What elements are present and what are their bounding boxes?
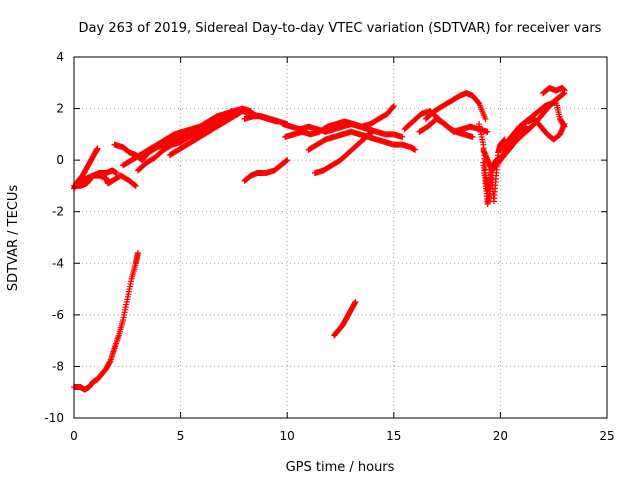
data-point-marker xyxy=(484,128,491,135)
data-point-marker xyxy=(134,249,141,256)
y-tick-label: -6 xyxy=(52,308,64,322)
data-point-marker xyxy=(113,170,120,177)
x-tick-label: 25 xyxy=(599,429,614,443)
data-point-marker xyxy=(399,133,406,140)
series-s6-morning-rise-c xyxy=(134,108,235,174)
x-tick-label: 10 xyxy=(280,429,295,443)
data-point-marker xyxy=(390,102,397,109)
x-tick-label: 5 xyxy=(177,429,185,443)
series-s12-plateau-c xyxy=(305,128,419,153)
data-point-marker xyxy=(522,123,529,130)
series-s21-evening-b xyxy=(497,97,568,164)
y-tick-label: 2 xyxy=(56,102,64,116)
series-s16-afternoon-loop xyxy=(416,115,491,135)
data-point-marker xyxy=(469,133,476,140)
data-point-marker xyxy=(228,108,235,115)
series-s23-evening-loop xyxy=(525,115,568,143)
data-point-marker xyxy=(390,103,396,110)
y-tick-label: -10 xyxy=(44,411,64,425)
data-point-marker xyxy=(561,121,568,128)
series-s15-afternoon-peak xyxy=(422,90,489,122)
series-s13-low-rise xyxy=(311,128,376,177)
y-tick-label: -4 xyxy=(52,256,64,270)
data-point-marker xyxy=(132,182,139,189)
data-point-marker xyxy=(482,115,489,122)
data-point-marker xyxy=(94,145,101,152)
data-point-marker xyxy=(368,129,375,136)
series-s22-evening-top xyxy=(540,84,568,97)
series-s25-mid-low xyxy=(331,298,359,339)
data-point-marker xyxy=(234,111,241,118)
series-s24-steep-low xyxy=(71,249,141,393)
series-s14-afternoon xyxy=(401,108,476,140)
data-point-marker xyxy=(284,157,291,164)
y-axis-label: SDTVAR / TECUs xyxy=(6,185,21,292)
series-s7-morning-rise-d xyxy=(166,110,242,158)
y-tick-label: 4 xyxy=(56,50,64,64)
x-tick-label: 0 xyxy=(70,429,78,443)
data-point-marker xyxy=(235,110,242,117)
data-point-marker xyxy=(352,298,359,305)
y-tick-label: -8 xyxy=(52,359,64,373)
y-tick-label: -2 xyxy=(52,205,64,219)
axis-ticks: 0 5 10 15 20 25 -10 -8 -6 -4 -2 0 2 4 xyxy=(44,50,614,443)
series-s11-plateau-b xyxy=(282,102,397,140)
y-tick-label: 0 xyxy=(56,153,64,167)
x-axis-label: GPS time / hours xyxy=(286,460,395,475)
data-points xyxy=(71,84,568,393)
plot-border xyxy=(73,56,608,419)
data-point-marker xyxy=(132,182,139,189)
data-point-marker xyxy=(561,87,568,94)
chart-title: Day 263 of 2019, Sidereal Day-to-day VTE… xyxy=(79,21,602,36)
data-point-marker xyxy=(369,128,376,135)
data-point-marker xyxy=(247,108,254,115)
data-point-marker xyxy=(227,108,234,115)
x-tick-label: 15 xyxy=(386,429,401,443)
series-s9-low-arc xyxy=(241,157,291,184)
data-point-marker xyxy=(412,146,419,153)
grid-lines xyxy=(74,57,607,418)
x-tick-label: 20 xyxy=(493,429,508,443)
series-s3-early-bump xyxy=(71,167,120,189)
data-point-marker xyxy=(283,157,290,164)
